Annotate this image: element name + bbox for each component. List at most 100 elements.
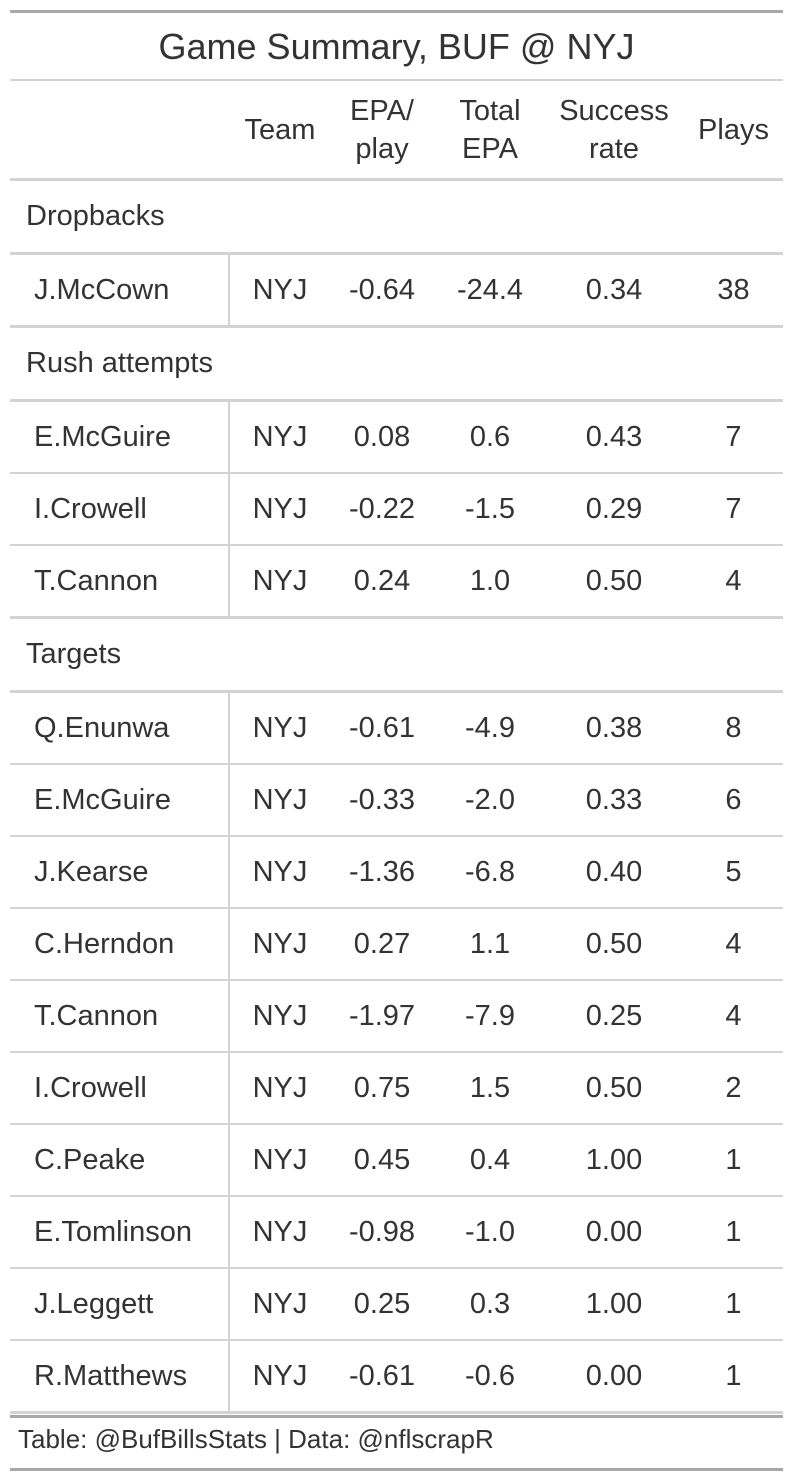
cell-total-epa: -4.9 [465, 712, 515, 744]
cell-total-epa: -24.4 [456, 274, 524, 306]
top-border [10, 10, 783, 13]
cell-plays: 7 [725, 493, 742, 525]
cell-team: NYJ [252, 928, 308, 960]
cell-plays: 1 [725, 1216, 742, 1248]
cell-player: I.Crowell [34, 1072, 147, 1104]
cell-total-epa: -1.0 [465, 1216, 515, 1248]
cell-success-rate: 0.38 [585, 712, 643, 744]
stub-divider [228, 693, 230, 1411]
cell-epa-play: -0.61 [348, 712, 416, 744]
column-header-total-epa: Total EPA [459, 95, 521, 165]
group-divider [10, 399, 783, 402]
cell-plays: 2 [725, 1072, 742, 1104]
row-divider [10, 1051, 783, 1053]
group-label: Rush attempts [26, 347, 213, 379]
title-divider [10, 79, 783, 81]
cell-success-rate: 0.25 [585, 1000, 643, 1032]
cell-total-epa: -7.9 [465, 1000, 515, 1032]
row-divider [10, 763, 783, 765]
cell-team: NYJ [252, 1072, 308, 1104]
cell-epa-play: 0.24 [353, 565, 411, 597]
cell-team: NYJ [252, 712, 308, 744]
cell-team: NYJ [252, 856, 308, 888]
row-divider [10, 907, 783, 909]
cell-player: C.Herndon [34, 928, 175, 960]
cell-plays: 4 [725, 565, 742, 597]
cell-player: T.Cannon [34, 1000, 159, 1032]
cell-player: C.Peake [34, 1144, 146, 1176]
cell-player: Q.Enunwa [34, 712, 170, 744]
cell-epa-play: 0.75 [353, 1072, 411, 1104]
cell-plays: 7 [725, 421, 742, 453]
footer-border [10, 1468, 783, 1471]
cell-success-rate: 0.00 [585, 1216, 643, 1248]
cell-player: E.Tomlinson [34, 1216, 192, 1248]
cell-success-rate: 0.40 [585, 856, 643, 888]
group-divider [10, 252, 783, 255]
cell-plays: 1 [725, 1360, 742, 1392]
cell-epa-play: -0.98 [348, 1216, 416, 1248]
column-header-plays: Plays [698, 114, 769, 146]
cell-epa-play: 0.45 [353, 1144, 411, 1176]
cell-team: NYJ [252, 493, 308, 525]
row-divider [10, 1195, 783, 1197]
cell-total-epa: 1.5 [469, 1072, 511, 1104]
cell-success-rate: 0.33 [585, 784, 643, 816]
cell-player: I.Crowell [34, 493, 147, 525]
row-divider [10, 1267, 783, 1269]
cell-epa-play: 0.08 [353, 421, 411, 453]
bottom-border [10, 1415, 783, 1418]
cell-team: NYJ [252, 1216, 308, 1248]
cell-plays: 1 [725, 1288, 742, 1320]
cell-plays: 5 [725, 856, 742, 888]
cell-success-rate: 0.34 [585, 274, 643, 306]
row-divider [10, 544, 783, 546]
cell-total-epa: -1.5 [465, 493, 515, 525]
cell-plays: 4 [725, 1000, 742, 1032]
column-header-success-rate: Success rate [559, 95, 669, 165]
row-divider [10, 835, 783, 837]
table-title: Game Summary, BUF @ NYJ [158, 26, 635, 67]
stub-divider [228, 402, 230, 616]
row-divider [10, 979, 783, 981]
cell-player: R.Matthews [34, 1360, 188, 1392]
column-header-team: Team [244, 114, 316, 146]
group-label: Dropbacks [26, 200, 165, 232]
cell-plays: 38 [717, 274, 750, 306]
cell-player: J.Leggett [34, 1288, 154, 1320]
cell-success-rate: 0.29 [585, 493, 643, 525]
group-divider [10, 690, 783, 693]
cell-player: E.McGuire [34, 784, 171, 816]
column-header-epa-play: EPA/ play [350, 95, 414, 165]
cell-total-epa: 1.1 [469, 928, 511, 960]
cell-plays: 1 [725, 1144, 742, 1176]
cell-total-epa: 0.3 [469, 1288, 511, 1320]
cell-total-epa: -2.0 [465, 784, 515, 816]
cell-success-rate: 0.50 [585, 1072, 643, 1104]
cell-team: NYJ [252, 565, 308, 597]
row-divider [10, 616, 783, 619]
row-divider [10, 325, 783, 328]
cell-total-epa: -6.8 [465, 856, 515, 888]
cell-epa-play: -1.36 [348, 856, 416, 888]
cell-success-rate: 0.50 [585, 565, 643, 597]
cell-epa-play: 0.27 [353, 928, 411, 960]
cell-team: NYJ [252, 421, 308, 453]
cell-epa-play: -0.22 [348, 493, 416, 525]
cell-success-rate: 0.50 [585, 928, 643, 960]
cell-player: E.McGuire [34, 421, 171, 453]
cell-team: NYJ [252, 274, 308, 306]
cell-epa-play: 0.25 [353, 1288, 411, 1320]
row-divider [10, 472, 783, 474]
cell-player: J.McCown [34, 274, 170, 306]
header-divider [10, 178, 783, 181]
cell-team: NYJ [252, 784, 308, 816]
source-note: Table: @BufBillsStats | Data: @nflscrapR [18, 1424, 494, 1454]
cell-success-rate: 1.00 [585, 1144, 643, 1176]
cell-epa-play: -0.64 [348, 274, 416, 306]
cell-player: J.Kearse [34, 856, 149, 888]
row-divider [10, 1339, 783, 1341]
cell-success-rate: 1.00 [585, 1288, 643, 1320]
cell-team: NYJ [252, 1360, 308, 1392]
cell-total-epa: 1.0 [469, 565, 511, 597]
